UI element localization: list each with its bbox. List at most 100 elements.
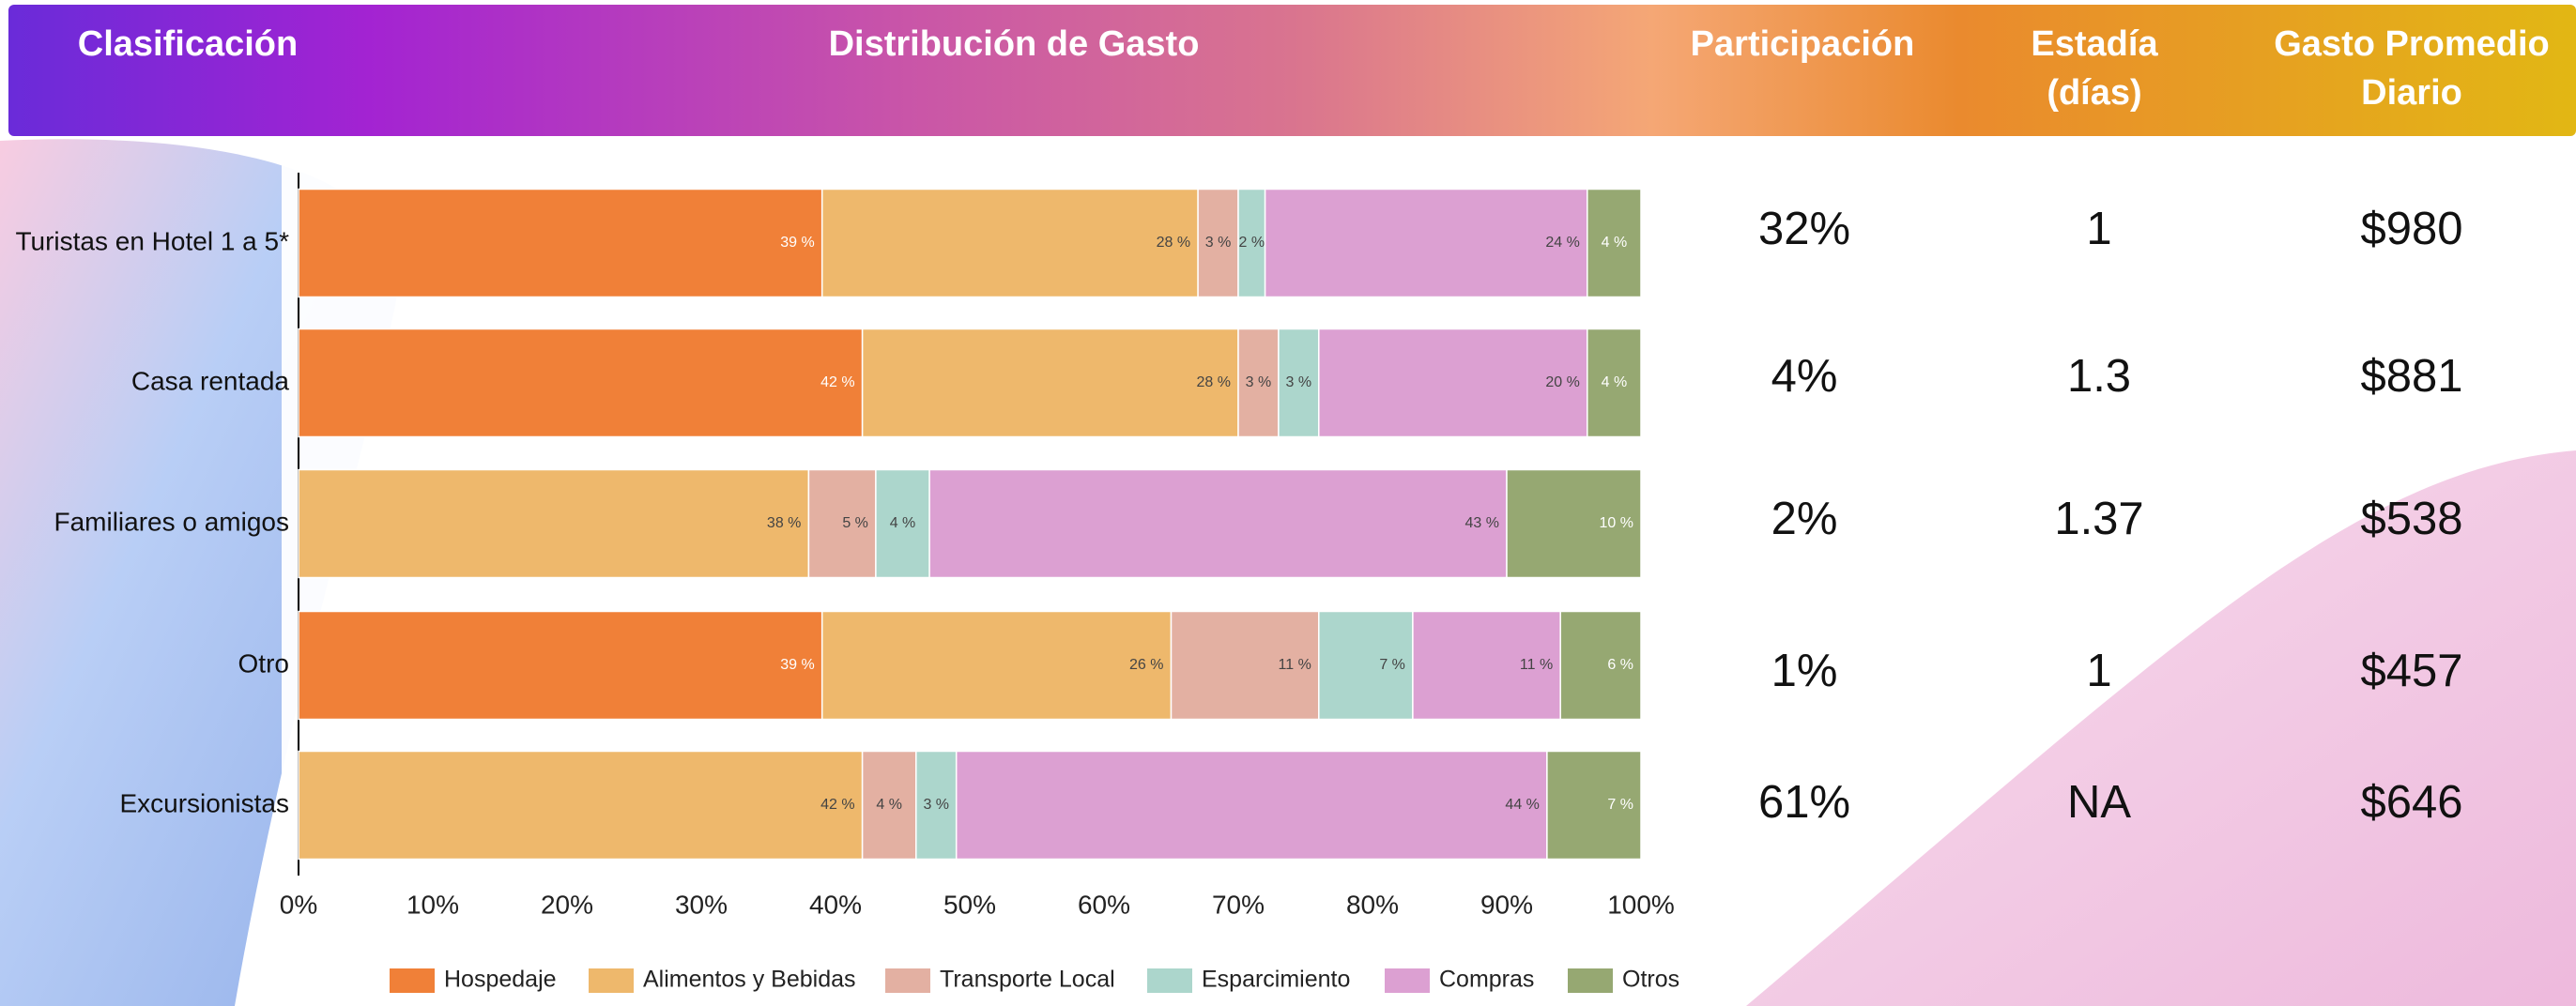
x-tick-label: 50%: [943, 890, 996, 919]
value-label: 24 %: [1545, 235, 1579, 251]
value-label: 11 %: [1279, 657, 1311, 673]
x-tick-label: 10%: [406, 890, 459, 919]
legend-swatch: [589, 968, 634, 993]
value-label: 3 %: [1286, 374, 1312, 390]
x-tick-label: 80%: [1346, 890, 1399, 919]
value-label: 2 %: [1239, 235, 1265, 251]
legend-label: Alimentos y Bebidas: [643, 967, 856, 993]
value-label: 4 %: [1602, 374, 1628, 390]
bar-segment: [955, 750, 1548, 861]
bar-segment: [1264, 188, 1588, 298]
table-cell: 1: [2086, 646, 2111, 696]
x-tick-label: 100%: [1607, 890, 1675, 919]
header-title: Participación: [1691, 24, 1915, 64]
value-label: 4 %: [876, 797, 902, 813]
value-label: 11 %: [1520, 657, 1553, 673]
value-label: 28 %: [1197, 374, 1231, 390]
bar-segment: [1559, 610, 1642, 721]
bar-segment: [298, 610, 823, 721]
value-label: 42 %: [820, 797, 854, 813]
bar-segment: [1506, 468, 1642, 579]
legend-swatch: [1385, 968, 1430, 993]
x-tick-label: 40%: [809, 890, 862, 919]
bar-segment: [1170, 610, 1320, 721]
value-label: 4 %: [1602, 235, 1628, 251]
bar-segment: [1278, 328, 1320, 438]
bar-segment: [1412, 610, 1561, 721]
bar-segment: [915, 750, 958, 861]
value-label: 42 %: [820, 374, 854, 390]
x-tick-label: 20%: [541, 890, 593, 919]
value-label: 38 %: [767, 515, 801, 531]
y-tick-label: Casa rentada: [131, 366, 290, 395]
value-label: 43 %: [1465, 515, 1499, 531]
bar-segment: [1318, 610, 1414, 721]
value-label: 39 %: [780, 657, 814, 673]
value-label: 3 %: [1205, 235, 1232, 251]
legend-swatch: [885, 968, 930, 993]
bar-segment: [1237, 188, 1266, 298]
bar-segment: [820, 188, 1199, 298]
value-label: 4 %: [890, 515, 916, 531]
bar-segment: [861, 328, 1239, 438]
bar-segment: [298, 328, 864, 438]
legend-label: Transporte Local: [940, 967, 1115, 993]
bar-segment: [928, 468, 1508, 579]
decor-blob: [1746, 450, 2576, 1006]
x-tick-label: 70%: [1212, 890, 1265, 919]
bar-segment: [298, 468, 810, 579]
bar-segment: [820, 610, 1173, 721]
value-label: 26 %: [1129, 657, 1163, 673]
value-label: 5 %: [842, 515, 868, 531]
legend-label: Otros: [1622, 967, 1679, 993]
bar-segment: [298, 750, 864, 861]
table-cell: $980: [2360, 204, 2462, 254]
table-cell: 32%: [1758, 204, 1850, 254]
header-title: Gasto Promedio: [2274, 24, 2550, 64]
legend-swatch: [390, 968, 435, 993]
bar-segment: [298, 188, 823, 298]
header-title: Clasificación: [78, 24, 298, 64]
table-cell: 2%: [1771, 494, 1838, 544]
x-tick-label: 30%: [675, 890, 728, 919]
header-band: [8, 5, 2576, 136]
bar-segment: [861, 750, 917, 861]
value-label: 7 %: [1607, 797, 1633, 813]
table-cell: 4%: [1771, 351, 1838, 402]
y-tick-label: Turistas en Hotel 1 a 5*: [15, 226, 289, 255]
value-label: 3 %: [923, 797, 949, 813]
bar-segment: [807, 468, 877, 579]
bar-segment: [1546, 750, 1642, 861]
table-cell: $881: [2360, 351, 2462, 402]
y-tick-label: Otro: [238, 648, 289, 678]
y-tick-label: Familiares o amigos: [54, 507, 289, 536]
legend-swatch: [1147, 968, 1192, 993]
x-tick-label: 60%: [1078, 890, 1130, 919]
header-title: Estadía: [2031, 24, 2158, 64]
table-cell: 1: [2086, 204, 2111, 254]
table-cell: $538: [2360, 494, 2462, 544]
table-cell: $646: [2360, 777, 2462, 828]
value-label: 7 %: [1379, 657, 1405, 673]
header-title: Diario: [2361, 73, 2462, 113]
header-title: Distribución de Gasto: [829, 24, 1200, 64]
table-cell: 1.37: [2054, 494, 2143, 544]
x-tick-label: 90%: [1480, 890, 1533, 919]
x-tick-label: 0%: [280, 890, 317, 919]
value-label: 44 %: [1505, 797, 1539, 813]
value-label: 3 %: [1246, 374, 1272, 390]
table-cell: 61%: [1758, 777, 1850, 828]
value-label: 28 %: [1157, 235, 1190, 251]
table-cell: $457: [2360, 646, 2462, 696]
legend-label: Esparcimiento: [1202, 967, 1350, 993]
value-label: 6 %: [1607, 657, 1633, 673]
header-title: (días): [2047, 73, 2141, 113]
y-tick-label: Excursionistas: [119, 788, 289, 817]
legend-label: Hospedaje: [444, 967, 557, 993]
bar-segment: [1587, 328, 1642, 438]
legend-label: Compras: [1439, 967, 1534, 993]
bar-segment: [1318, 328, 1588, 438]
value-label: 10 %: [1600, 515, 1633, 531]
